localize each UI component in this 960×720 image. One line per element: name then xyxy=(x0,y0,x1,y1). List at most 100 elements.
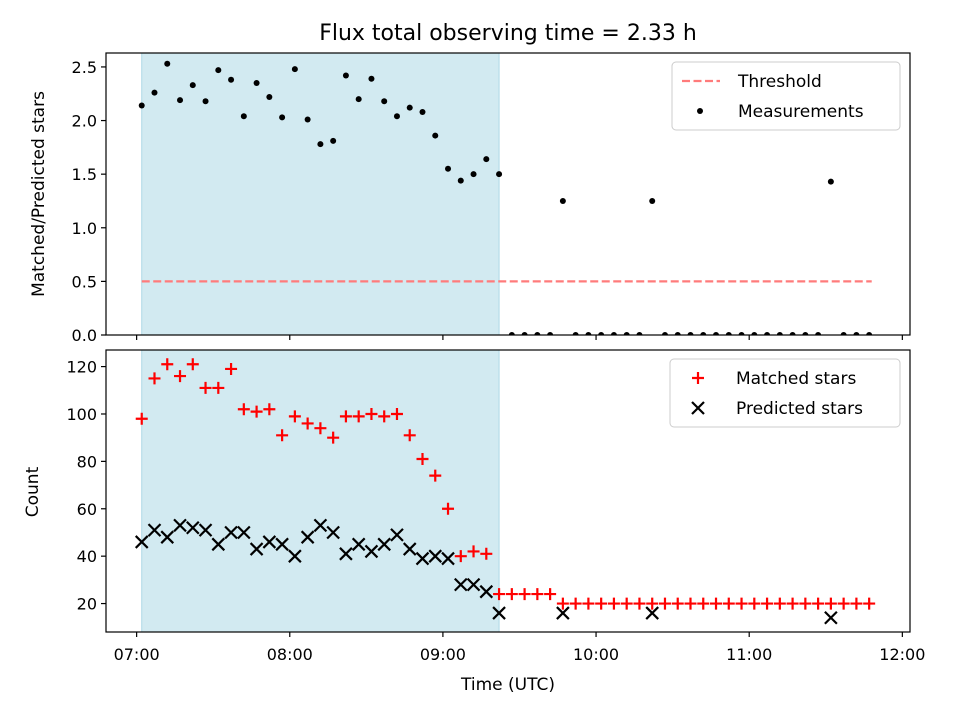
matched-stars-point xyxy=(288,410,301,423)
measurement-point xyxy=(585,332,592,335)
matched-stars-point xyxy=(722,597,735,610)
y-tick-label: 120 xyxy=(66,358,97,377)
matched-stars-point xyxy=(225,362,238,375)
matched-stars-point xyxy=(684,597,697,610)
predicted-stars-point xyxy=(390,528,404,542)
matched-stars-point xyxy=(250,405,263,418)
matched-stars-point xyxy=(480,547,493,560)
measurement-point xyxy=(189,82,196,89)
predicted-stars-point xyxy=(186,520,200,535)
measurement-point xyxy=(215,67,222,74)
matched-stars-point xyxy=(161,358,174,371)
measurement-point xyxy=(496,171,503,178)
predicted-stars-point xyxy=(300,530,315,544)
measurement-point xyxy=(393,113,400,120)
axes-frame xyxy=(105,52,911,336)
predicted-stars-point xyxy=(402,542,417,556)
matched-stars-point xyxy=(327,431,340,444)
legend-box xyxy=(671,61,901,131)
predicted-stars-point xyxy=(198,523,213,537)
matched-stars-point xyxy=(199,381,212,394)
measurement-point xyxy=(317,141,324,148)
top-panel: 0.0 0.5 1.0 1.5 2.0 2.5 Threshold Measurements xyxy=(72,52,911,345)
measurement-point xyxy=(866,332,873,335)
matched-stars-point xyxy=(339,410,352,423)
measurement-point xyxy=(240,113,247,120)
x-tick-label: 09:00 xyxy=(420,645,466,664)
matched-stars-point xyxy=(454,550,467,563)
matched-stars-point xyxy=(518,588,531,601)
legend-label: Measurements xyxy=(738,102,864,122)
y-tick-label: 100 xyxy=(66,405,97,424)
predicted-stars-point xyxy=(249,542,264,556)
predicted-stars-point xyxy=(339,547,353,561)
matched-stars-point xyxy=(186,358,199,371)
measurement-point xyxy=(330,137,337,144)
matched-stars-point xyxy=(799,597,812,610)
matched-stars-point xyxy=(812,597,825,610)
legend: Threshold Measurements xyxy=(671,61,901,131)
legend: Matched stars Predicted stars xyxy=(669,358,901,428)
matched-stars-point xyxy=(493,588,506,601)
matched-stars-point xyxy=(863,597,876,610)
predicted-stars-point xyxy=(428,549,443,563)
y-tick-label: 0.5 xyxy=(72,272,97,291)
y-tick-label: 2.5 xyxy=(72,58,97,77)
matched-stars-point xyxy=(850,597,863,610)
predicted-stars-point xyxy=(262,535,277,549)
measurement-point xyxy=(827,178,834,185)
axes-frame xyxy=(105,349,911,633)
measurement-point xyxy=(534,332,541,335)
measurement-point xyxy=(279,114,286,121)
matched-stars-point xyxy=(837,597,850,610)
measurement-point xyxy=(202,98,209,105)
measurement-point xyxy=(406,104,413,111)
measurement-point xyxy=(559,197,566,204)
predicted-stars-point xyxy=(454,577,468,592)
predicted-stars-point xyxy=(224,525,238,540)
predicted-stars-point xyxy=(134,535,149,549)
matched-stars-point xyxy=(416,453,429,466)
measurement-point xyxy=(598,332,605,335)
measurement-point xyxy=(342,72,349,79)
predicted-stars-point xyxy=(326,525,340,540)
predicted-stars-point xyxy=(466,577,481,592)
measurement-point xyxy=(304,116,311,123)
predicted-stars-point xyxy=(556,606,570,620)
measurement-point xyxy=(649,197,656,204)
measurement-point xyxy=(764,332,771,335)
legend-box xyxy=(669,358,901,428)
matched-stars-point xyxy=(390,407,403,420)
measurement-point xyxy=(687,332,694,335)
predicted-stars-point xyxy=(237,525,251,540)
measurement-point xyxy=(610,332,617,335)
legend-label: Predicted stars xyxy=(736,399,863,419)
matched-stars-point xyxy=(352,410,365,423)
measurement-point xyxy=(853,332,860,335)
matched-stars-point xyxy=(467,545,480,558)
matched-stars-point xyxy=(237,403,250,416)
y-tick-label: 2.0 xyxy=(72,112,97,131)
matched-stars-point xyxy=(442,502,455,515)
shaded-region xyxy=(141,350,500,632)
predicted-stars-point xyxy=(160,530,175,544)
measurement-point xyxy=(700,332,707,335)
measurement-point xyxy=(419,108,426,115)
legend-marker-predicted xyxy=(691,401,705,415)
y-tick-label: 0.0 xyxy=(72,326,97,345)
predicted-stars-point xyxy=(824,611,838,625)
x-tick-label: 08:00 xyxy=(267,645,313,664)
measurement-point xyxy=(802,332,809,335)
matched-stars-point xyxy=(135,412,148,425)
matched-stars-point xyxy=(697,597,710,610)
measurement-point xyxy=(470,171,477,178)
bottom-panel: 20 40 60 80 100 120 07:00 08:00 09:00 10:00 11:00 1… xyxy=(66,349,925,664)
measurement-point xyxy=(445,165,452,172)
measurement-point xyxy=(177,97,184,104)
matched-stars-point xyxy=(824,597,837,610)
matched-stars-point xyxy=(556,597,569,610)
y-tick-label: 80 xyxy=(77,452,97,471)
matched-stars-point xyxy=(429,469,442,482)
measurement-point xyxy=(355,96,362,103)
bottom-ylabel: Count xyxy=(23,466,43,517)
